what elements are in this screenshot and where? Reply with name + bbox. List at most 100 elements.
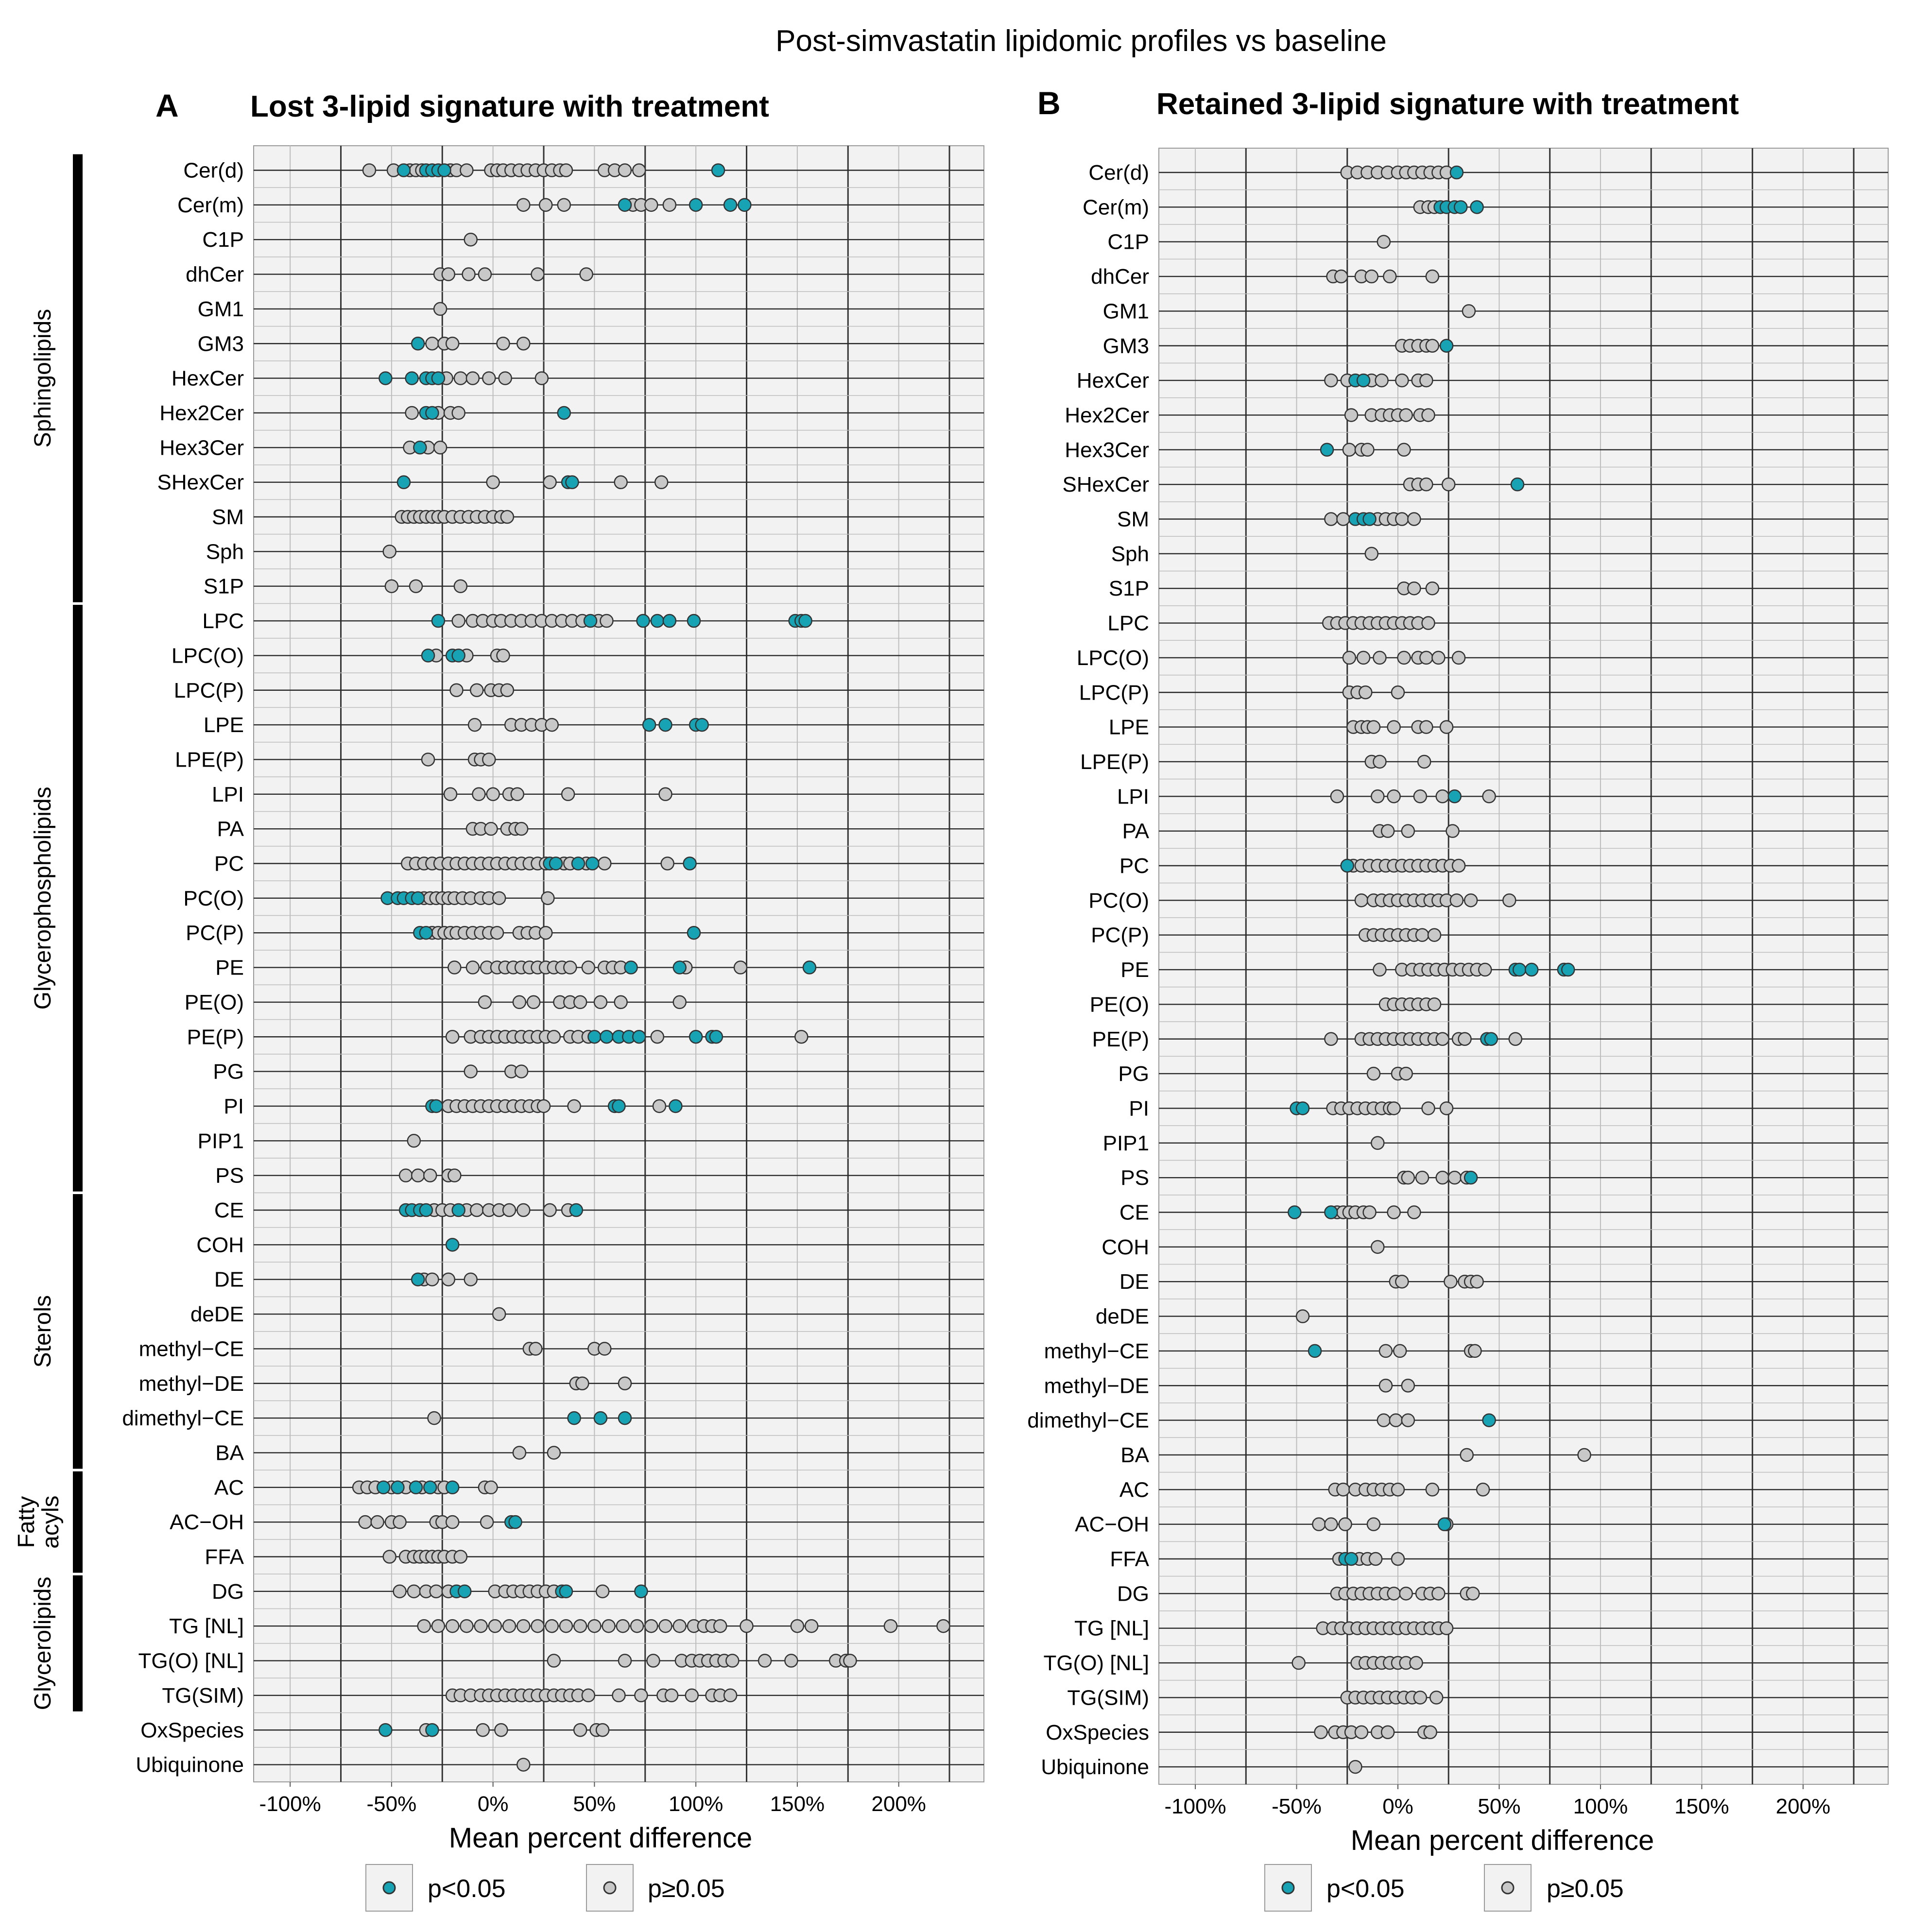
panel-b-xtick-label: -100% — [1164, 1795, 1226, 1818]
panel-a-point-pc — [660, 856, 674, 871]
panel-a-point-sig-pe-p — [600, 1030, 614, 1044]
panel-a-category-label: FFA — [205, 1545, 244, 1569]
panel-b-point-sig-methyl-ce — [1308, 1344, 1322, 1358]
panel-b-point-coh — [1371, 1240, 1385, 1254]
panel-a-point-sig-pe-p — [632, 1030, 646, 1044]
panel-b-point-pc-p — [1427, 928, 1442, 942]
group-label-glycerolipids: Glycerolipids — [30, 1576, 56, 1710]
panel-b-point-sig-pe-p — [1484, 1032, 1498, 1046]
panel-a-point-sig-oxspecies — [379, 1723, 393, 1737]
panel-b-point-methyl-de — [1401, 1379, 1415, 1393]
panel-a-point-sig-hexcer — [379, 371, 393, 385]
panel-a-plot: Cer(d) Cer(m) C1P dhCer GM1 GM3 HexCer Hex2Cer H… — [122, 145, 984, 1816]
panel-b-point-de — [1470, 1274, 1484, 1289]
panel-a-point-hexcer — [498, 371, 512, 385]
panel-b-point-pa — [1446, 824, 1460, 838]
panel-a-category-label: COH — [196, 1233, 244, 1257]
panel-a-point-tg-nl — [804, 1619, 819, 1633]
panel-a-point-gm3 — [496, 337, 510, 351]
panel-b-category-label: OxSpecies — [1046, 1721, 1149, 1744]
panel-b-point-lpi — [1482, 789, 1496, 804]
panel-a-category-label: CE — [214, 1198, 244, 1222]
panel-a-category-label: PE — [215, 956, 244, 980]
panel-a-point-sig-hex3cer — [413, 441, 427, 455]
panel-a-point-tg-nl — [790, 1619, 805, 1633]
panel-a-point-tg-nl — [488, 1619, 502, 1633]
panel-b-category-label: PE — [1120, 958, 1149, 982]
panel-a-point-sig-lpe — [658, 718, 672, 732]
figure-title: Post-simvastatin lipidomic profiles vs b… — [775, 24, 1387, 58]
panel-a-point-tg-nl — [672, 1619, 687, 1633]
panel-a-point-dhcer — [531, 267, 545, 281]
panel-b-category-label: LPC(O) — [1077, 646, 1149, 670]
panel-a-point-tg-o-nl — [618, 1654, 632, 1668]
panel-a-point-lpi — [472, 787, 486, 802]
panel-a-category-label: PC(P) — [186, 921, 244, 945]
panel-a-point-tg-nl — [431, 1619, 446, 1633]
panel-b-point-s1p — [1425, 581, 1440, 596]
panel-a-point-sig-pe-p — [709, 1030, 723, 1044]
panel-a-point-tg-nl — [740, 1619, 754, 1633]
panel-b-point-hex2cer — [1344, 408, 1359, 422]
panel-a-category-label: PE(O) — [185, 991, 244, 1014]
panel-b-point-hex2cer — [1421, 408, 1435, 422]
panel-a-point-sig-lpc — [650, 614, 665, 628]
panel-b-point-lpc-o — [1373, 650, 1387, 665]
panel-a-point-tg-nl — [658, 1619, 672, 1633]
panel-b-category-label: GM3 — [1103, 334, 1149, 358]
panel-a-point-hexcer — [482, 371, 496, 385]
panel-b-category-label: DE — [1119, 1270, 1149, 1294]
panel-b-category-label: SM — [1117, 508, 1149, 531]
panel-b-xtick-label: 50% — [1478, 1795, 1520, 1818]
panel-a-point-sig-lpc — [583, 614, 598, 628]
panel-b-point-sig-pc — [1340, 858, 1355, 873]
panel-b-point-hex3cer — [1342, 443, 1357, 457]
panel-a-point-ac-oh — [480, 1515, 494, 1529]
panel-a-point-de — [464, 1272, 478, 1286]
panel-b-point-pg — [1366, 1066, 1381, 1081]
panel-a-point-lpc — [600, 614, 614, 628]
panel-b-point-gm1 — [1462, 304, 1476, 318]
panel-b-point-lpe — [1419, 720, 1433, 734]
panel-a-category-label: methyl−DE — [139, 1372, 244, 1396]
panel-a-point-ffa — [382, 1550, 396, 1564]
panel-b-category-label: COH — [1102, 1235, 1149, 1259]
panel-b-category-label: methyl−CE — [1044, 1339, 1149, 1363]
panel-a-point-hex2cer — [405, 406, 419, 420]
panel-a-point-sig-cer-d — [396, 163, 411, 177]
panel-a-point-hexcer — [453, 371, 468, 385]
panel-a-point-cer-m — [662, 198, 677, 212]
panel-b-xlabel: Mean percent difference — [1351, 1825, 1654, 1856]
panel-b-category-label: Hex2Cer — [1065, 403, 1149, 427]
panel-a-category-label: SM — [212, 505, 244, 529]
panel-b-point-pe-o — [1427, 997, 1442, 1011]
panel-a-point-ac-oh — [370, 1515, 384, 1529]
panel-a-point-cer-d — [618, 163, 632, 177]
panel-a-point-lpe — [467, 718, 482, 732]
panel-b-point-hexcer — [1375, 373, 1389, 388]
panel-a-point-sig-pi — [429, 1099, 443, 1113]
panel-a-category-label: PC(O) — [183, 887, 244, 910]
panel-a-point-de — [441, 1272, 456, 1286]
panel-b-category-label: dimethyl−CE — [1027, 1409, 1149, 1433]
panel-a-point-hex3cer — [433, 441, 448, 455]
panel-a-point-pc — [598, 856, 612, 871]
panel-a-point-tg-nl — [602, 1619, 616, 1633]
panel-a-point-ac-oh — [393, 1515, 407, 1529]
panel-a-point-tg-sim — [634, 1688, 648, 1703]
panel-a-category-label: LPC(O) — [172, 644, 244, 667]
panel-a-point-sig-cer-m — [689, 198, 703, 212]
panel-a-point-pi — [567, 1099, 581, 1113]
panel-a-category-label: Cer(d) — [183, 159, 244, 183]
panel-b-point-pa — [1380, 824, 1395, 838]
legend-b-nonsig-dot — [1501, 1881, 1515, 1895]
panel-a-point-hexcer — [534, 371, 549, 385]
panel-b-point-hexcer — [1324, 373, 1338, 388]
panel-a-category-label: LPC(P) — [174, 679, 244, 702]
panel-a-point-pc-p — [538, 925, 553, 940]
panel-a-point-tg-nl — [474, 1619, 488, 1633]
legend-a-nonsig-dot — [603, 1881, 617, 1895]
panel-b-category-label: Cer(m) — [1083, 195, 1149, 219]
panel-a-point-sig-shexcer — [565, 475, 579, 489]
panel-a-point-ps — [398, 1168, 413, 1182]
